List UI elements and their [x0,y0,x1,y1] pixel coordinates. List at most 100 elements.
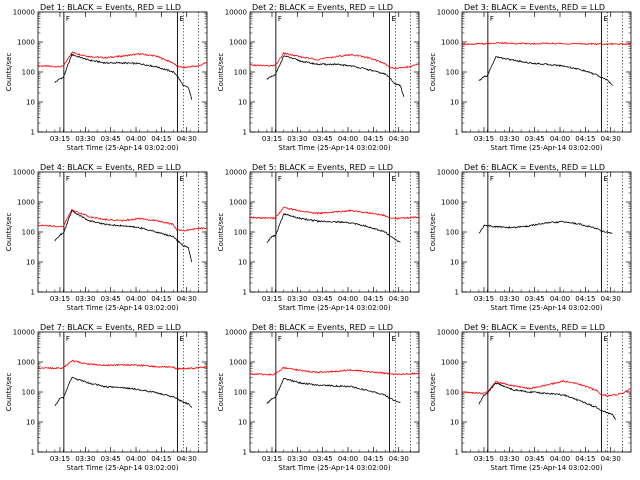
events-series-line [266,212,401,244]
event-marker-label: E [603,335,607,343]
y-tick-label: 1000 [441,199,459,207]
x-tick-label: 03:30 [499,455,519,463]
y-tick-label: 1000 [17,39,35,47]
x-tick-label: 03:45 [101,135,121,143]
x-tick-label: 03:45 [313,295,333,303]
event-marker-label: E [391,15,395,23]
x-tick-label: 04:15 [151,135,171,143]
y-tick-label: 10 [26,259,35,267]
event-marker-label: E [603,15,607,23]
events-series-line [54,53,193,100]
plot-frame [461,11,632,133]
lld-series-line [461,379,632,397]
y-tick-label: 100 [234,389,247,397]
panel-title: Det 3: BLACK = Events, RED = LLD [464,3,605,12]
x-tick-label: 04:30 [389,135,409,143]
detector-panel-4: Det 4: BLACK = Events, RED = LLD 1 10 100 10… [5,163,208,312]
x-tick-label: 03:15 [474,295,494,303]
x-tick-label: 03:15 [262,135,282,143]
lld-series-line [249,366,419,376]
y-tick-label: 1 [31,449,35,457]
y-tick-label: 100 [22,229,35,237]
events-series-line [478,220,613,234]
y-axis-label: Counts/sec [217,373,225,412]
event-marker-label: E [179,15,183,23]
detector-panel-6: Det 6: BLACK = Events, RED = LLD 1 10 100 10… [429,163,632,312]
x-tick-label: 04:15 [151,295,171,303]
event-marker-label: E [179,335,183,343]
y-axis-label: Counts/sec [429,373,437,412]
x-tick-label: 04:15 [151,455,171,463]
x-tick-label: 04:00 [550,455,570,463]
x-tick-label: 04:00 [550,295,570,303]
panel-title: Det 2: BLACK = Events, RED = LLD [252,3,393,12]
y-tick-label: 1 [455,449,459,457]
x-tick-label: 04:15 [575,295,595,303]
x-tick-label: 03:30 [75,135,95,143]
x-tick-label: 04:30 [177,135,197,143]
y-axis-label: Counts/sec [217,53,225,92]
detector-panel-7: Det 7: BLACK = Events, RED = LLD 1 10 100 10… [5,323,208,472]
lld-series-line [37,51,208,69]
x-tick-label: 04:30 [177,295,197,303]
y-tick-label: 10 [450,99,459,107]
event-marker-label: F [490,15,494,23]
event-marker-label: F [66,175,70,183]
plot-frame [249,11,420,133]
x-tick-label: 04:30 [601,135,621,143]
y-tick-label: 1 [243,129,247,137]
event-marker-label: F [66,335,70,343]
y-tick-label: 10000 [13,329,35,337]
x-axis-label: Start Time (25-Apr-14 03:02:00) [490,304,602,312]
events-series-line [54,209,193,263]
panel-title: Det 8: BLACK = Events, RED = LLD [252,323,393,332]
x-tick-label: 03:15 [50,455,70,463]
detector-panel-5: Det 5: BLACK = Events, RED = LLD 1 10 100 10… [217,163,420,312]
x-tick-label: 04:00 [550,135,570,143]
y-tick-label: 100 [22,69,35,77]
y-tick-label: 10000 [225,329,247,337]
x-axis-label: Start Time (25-Apr-14 03:02:00) [66,304,178,312]
events-series-line [266,55,405,97]
x-axis-label: Start Time (25-Apr-14 03:02:00) [490,144,602,152]
y-tick-label: 1000 [229,39,247,47]
x-tick-label: 03:45 [525,455,545,463]
y-tick-label: 10 [238,259,247,267]
panel-title: Det 4: BLACK = Events, RED = LLD [40,163,181,172]
y-tick-label: 100 [446,389,459,397]
x-axis-label: Start Time (25-Apr-14 03:02:00) [278,464,390,472]
y-tick-label: 100 [234,69,247,77]
y-axis-label: Counts/sec [429,213,437,252]
y-tick-label: 1 [455,129,459,137]
x-tick-label: 03:30 [287,455,307,463]
events-series-line [478,56,613,86]
x-axis-label: Start Time (25-Apr-14 03:02:00) [278,304,390,312]
y-tick-label: 10000 [437,169,459,177]
y-tick-label: 1 [243,289,247,297]
y-tick-label: 10000 [13,169,35,177]
event-marker-label: E [603,175,607,183]
x-tick-label: 04:30 [177,455,197,463]
event-marker-label: F [490,175,494,183]
x-tick-label: 04:00 [338,135,358,143]
x-tick-label: 03:30 [287,135,307,143]
panel-title: Det 9: BLACK = Events, RED = LLD [464,323,605,332]
y-tick-label: 1000 [17,199,35,207]
y-tick-label: 10 [450,419,459,427]
x-axis-label: Start Time (25-Apr-14 03:02:00) [66,144,178,152]
x-tick-label: 03:45 [313,135,333,143]
x-tick-label: 03:15 [50,295,70,303]
events-series-line [478,382,617,420]
x-tick-label: 03:15 [474,455,494,463]
y-tick-label: 10 [26,419,35,427]
plot-frame [37,331,208,453]
events-series-line [266,378,401,405]
panel-title: Det 6: BLACK = Events, RED = LLD [464,163,605,172]
y-axis-label: Counts/sec [429,53,437,92]
x-axis-label: Start Time (25-Apr-14 03:02:00) [490,464,602,472]
x-axis-label: Start Time (25-Apr-14 03:02:00) [278,144,390,152]
detector-panel-2: Det 2: BLACK = Events, RED = LLD 1 10 100 10… [217,3,420,152]
y-tick-label: 10 [238,419,247,427]
y-axis-label: Counts/sec [217,213,225,252]
